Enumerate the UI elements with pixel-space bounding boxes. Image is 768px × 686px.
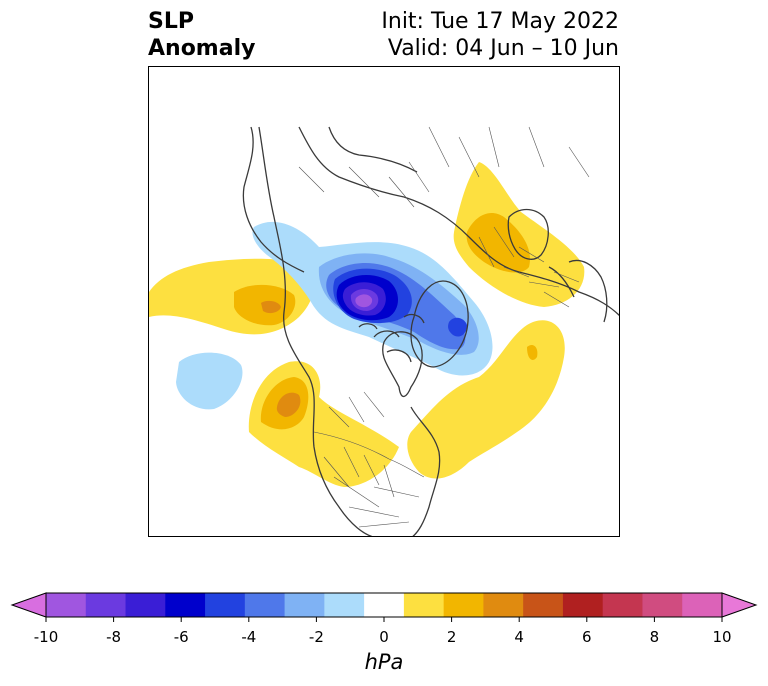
border-us-canada <box>313 431 425 478</box>
colorbar-svg <box>10 592 758 622</box>
border-asia <box>298 161 430 208</box>
colorbar-tick-label: 0 <box>379 628 389 646</box>
init-date: Init: Tue 17 May 2022 <box>381 9 619 34</box>
negative-anomaly-arctic-min <box>355 294 373 308</box>
anomaly-fills <box>149 162 585 487</box>
coast-eurasia <box>298 126 619 316</box>
colorbar-bin <box>284 593 325 617</box>
positive-anomaly-atlantic <box>407 320 565 479</box>
coast-siberia <box>328 126 418 173</box>
positive-anomaly-us-west-max <box>276 392 301 417</box>
border-russia <box>428 126 590 178</box>
colorbar-bin <box>483 593 524 617</box>
colorbar-extend-max <box>721 592 758 618</box>
coast-na-east <box>410 406 441 536</box>
coastlines <box>242 126 619 536</box>
colorbar-tick-label: -4 <box>241 628 257 646</box>
anomaly-map <box>148 66 620 537</box>
colorbar-bin <box>443 593 484 617</box>
colorbar-bin <box>46 593 87 617</box>
colorbar-bin <box>324 593 365 617</box>
border-europe <box>478 226 580 308</box>
colorbar-tick-label: -2 <box>308 628 324 646</box>
valid-range: Valid: 04 Jun – 10 Jun <box>387 36 619 61</box>
coast-hudson-bay <box>382 331 423 398</box>
map-svg <box>149 126 619 536</box>
colorbar-bin <box>642 593 683 617</box>
coast-scandinavia <box>507 208 549 260</box>
colorbar-bin <box>125 593 166 617</box>
title-line-2: Anomaly <box>148 36 256 61</box>
colorbar-bin <box>403 593 445 617</box>
colorbar-bin <box>205 593 246 617</box>
coast-alaska <box>242 126 305 273</box>
positive-anomaly-atlantic-core <box>527 345 538 360</box>
colorbar-tick-label: -6 <box>173 628 189 646</box>
chart-title: SLP Anomaly <box>148 8 255 62</box>
colorbar-unit: hPa <box>364 650 404 674</box>
colorbar-tick-label: 6 <box>582 628 592 646</box>
colorbar-tick-label: 2 <box>446 628 457 646</box>
colorbar-bin <box>523 593 564 617</box>
political-borders <box>298 126 590 528</box>
coast-na-west <box>258 126 373 536</box>
colorbar-bin <box>562 593 604 617</box>
colorbar-tick-label: -8 <box>106 628 122 646</box>
title-line-1: SLP <box>148 9 194 34</box>
colorbar-tick-label: -10 <box>33 628 59 646</box>
colorbar-bin <box>602 593 643 617</box>
coast-greenland <box>410 280 469 368</box>
coast-arctic-islands <box>358 313 425 363</box>
negative-anomaly-secondary <box>448 317 467 337</box>
border-us-states-1 <box>323 446 395 508</box>
border-us-states-2 <box>348 486 420 528</box>
forecast-dates: Init: Tue 17 May 2022 Valid: 04 Jun – 10… <box>381 8 619 62</box>
colorbar-bin <box>682 593 723 617</box>
colorbar-tick-label: 4 <box>514 628 524 646</box>
colorbar-tick-label: 10 <box>712 628 732 646</box>
border-canada-prov <box>328 391 385 428</box>
positive-anomaly-eurasia-core <box>466 212 530 273</box>
positive-anomaly-west-max <box>261 300 281 314</box>
colorbar-bin <box>244 593 286 617</box>
colorbar <box>0 585 768 685</box>
colorbar-bin <box>364 593 405 617</box>
colorbar-bin <box>165 593 206 617</box>
colorbar-bin <box>85 593 127 617</box>
negative-anomaly-pacific <box>176 352 243 410</box>
colorbar-extend-min <box>10 592 47 618</box>
coast-europe <box>548 259 608 323</box>
colorbar-tick-label: 8 <box>649 628 660 646</box>
